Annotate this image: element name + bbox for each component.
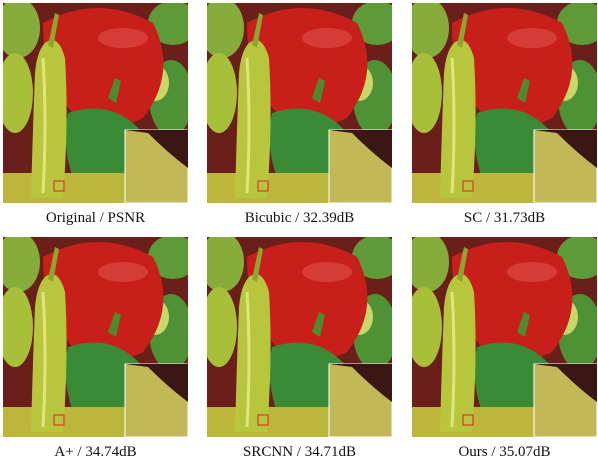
caption: SRCNN / 34.71dB: [243, 444, 356, 460]
result-image: [405, 0, 598, 203]
caption: Ours / 35.07dB: [458, 444, 550, 460]
panel: A+ / 34.74dB: [0, 232, 198, 460]
panel: SC / 31.73dB: [405, 0, 598, 226]
panel: Bicubic / 32.39dB: [200, 0, 402, 226]
caption: SC / 31.73dB: [464, 210, 545, 226]
panel: Ours / 35.07dB: [405, 232, 598, 460]
result-image: [0, 0, 198, 203]
figure: Original / PSNR Bicubic / 32.39dB SC / 31.…: [0, 0, 598, 461]
caption: Bicubic / 32.39dB: [245, 210, 355, 226]
result-image: [200, 232, 402, 437]
panel: Original / PSNR: [0, 0, 198, 226]
result-image: [0, 232, 198, 437]
panel: SRCNN / 34.71dB: [200, 232, 402, 460]
caption: Original / PSNR: [46, 210, 145, 226]
result-image: [405, 232, 598, 437]
result-image: [200, 0, 402, 203]
caption: A+ / 34.74dB: [54, 444, 136, 460]
